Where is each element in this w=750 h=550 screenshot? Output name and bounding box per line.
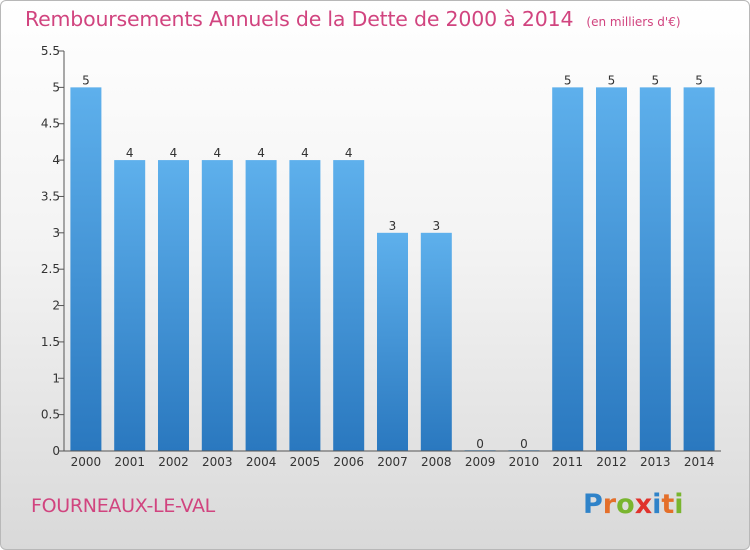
y-axis: 0 0.5 1 1.5 2 2.5 3 3.5 4 4.5 5 5.5 [41,44,65,458]
logo-letter: i [652,489,662,520]
bar-value-label: 4 [213,146,221,160]
title-row: Remboursements Annuels de la Dette de 20… [25,7,681,31]
bar-2002 [158,160,189,451]
bar-2006 [333,160,365,451]
bar-2004 [245,160,277,451]
logo-letter: x [634,489,653,520]
x-tick-label: 2008 [421,455,452,469]
bar-value-label: 5 [82,73,90,87]
proxiti-logo: Proxiti [583,489,684,520]
x-tick-label: 2013 [640,455,671,469]
logo-letter: i [674,489,684,520]
bar-2013 [639,87,671,451]
commune-name: FOURNEAUX-LE-VAL [31,495,215,517]
bar-value-label: 4 [126,146,134,160]
chart-title: Remboursements Annuels de la Dette de 20… [25,7,574,31]
y-tick-label: 2 [52,299,60,313]
bar-2003 [201,160,233,451]
bar-value-label: 3 [432,219,440,233]
bars: 5 4 4 4 4 4 4 3 3 0 0 5 5 5 5 [70,73,715,451]
x-tick-label: 2004 [246,455,277,469]
y-tick-label: 3.5 [41,189,60,203]
bar-value-label: 4 [257,146,265,160]
y-tick-label: 5.5 [41,44,60,58]
x-tick-label: 2001 [114,455,145,469]
y-tick-label: 5 [52,80,60,94]
x-tick-label: 2009 [465,455,496,469]
logo-letter: P [583,489,603,520]
x-tick-label: 2005 [290,455,321,469]
bar-2012 [596,87,627,451]
x-tick-label: 2014 [684,455,715,469]
y-tick-label: 4.5 [41,117,60,131]
x-tick-label: 2007 [377,455,408,469]
y-tick-label: 1.5 [41,335,60,349]
y-tick-label: 1 [52,371,60,385]
y-tick-label: 0 [52,444,60,458]
x-tick-label: 2002 [158,455,189,469]
bar-2011 [552,87,584,451]
y-tick-label: 0.5 [41,408,60,422]
bar-value-label: 4 [345,146,353,160]
x-tick-label: 2011 [552,455,583,469]
x-tick-label: 2012 [596,455,627,469]
bar-value-label: 4 [170,146,178,160]
bar-2007 [377,232,408,451]
bar-value-label: 5 [651,73,659,87]
x-axis: 2000 2001 2002 2003 2004 2005 2006 2007 2008 2009… [58,450,721,469]
bar-2001 [114,160,146,451]
bar-value-label: 5 [695,73,703,87]
x-tick-label: 2006 [333,455,364,469]
x-tick-label: 2000 [71,455,102,469]
y-tick-label: 4 [52,153,60,167]
bar-2005 [289,160,321,451]
bar-2000 [70,87,102,451]
bar-value-label: 5 [564,73,572,87]
bar-2014 [683,87,715,451]
y-tick-label: 2.5 [41,262,60,276]
logo-letter: r [602,489,617,520]
logo-letter: o [616,489,635,520]
bar-value-label: 0 [520,437,528,451]
bar-value-label: 3 [389,219,397,233]
logo-letter: t [661,489,675,520]
bar-value-label: 0 [476,437,484,451]
x-tick-label: 2003 [202,455,233,469]
y-tick-label: 3 [52,226,60,240]
bar-2008 [420,232,452,451]
bar-value-label: 5 [608,73,616,87]
chart-unit-note: (en milliers d'€) [586,15,681,29]
x-tick-label: 2010 [509,455,540,469]
bar-value-label: 4 [301,146,309,160]
